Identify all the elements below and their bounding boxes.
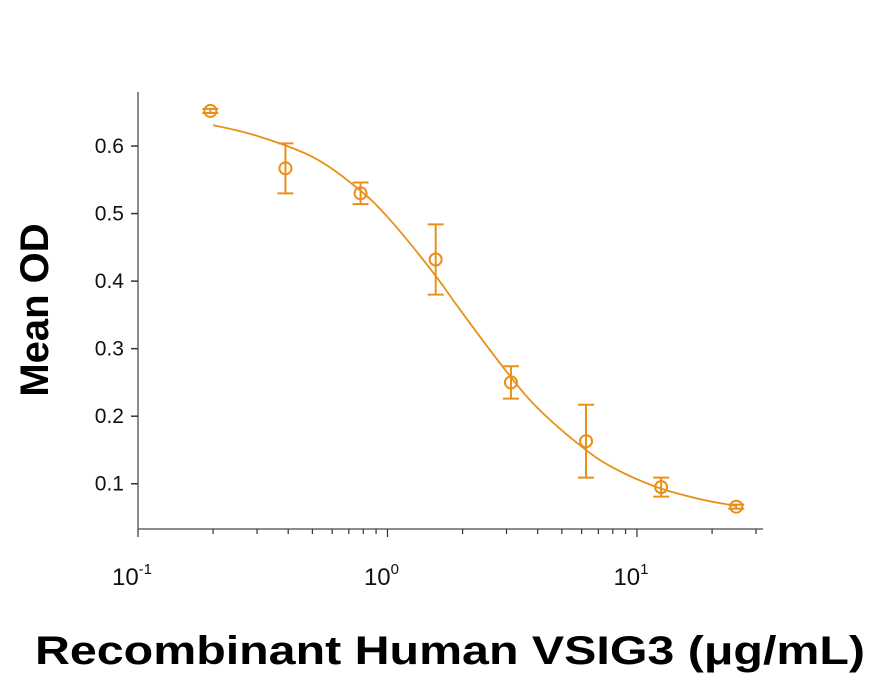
data-point <box>578 403 595 479</box>
point-marker <box>203 103 218 118</box>
y-tick-label: 0.2 <box>95 405 124 428</box>
x-axis-title: Recombinant Human VSIG3 (μg/mL) <box>35 629 865 673</box>
fit-curve <box>212 124 737 507</box>
data-point <box>728 499 745 514</box>
point-marker <box>353 186 368 201</box>
point-marker <box>729 499 744 514</box>
y-tick-label: 0.4 <box>95 270 125 293</box>
y-axis-title: Mean OD <box>13 223 57 396</box>
data-points-group <box>202 103 745 514</box>
data-point <box>427 223 444 296</box>
data-point <box>653 476 670 498</box>
x-tick-label: 101 <box>613 561 648 591</box>
y-tick-label: 0.6 <box>95 135 124 158</box>
axes: 0.10.20.30.40.50.610-1 100 101 <box>95 92 763 591</box>
fit-curve-group <box>212 124 737 507</box>
data-point <box>202 103 219 118</box>
y-tick-label: 0.3 <box>95 338 124 361</box>
point-marker <box>654 480 669 495</box>
point-marker <box>428 252 443 267</box>
x-tick-base: 10 <box>112 564 139 591</box>
x-tick-exponent: 0 <box>391 561 399 578</box>
x-tick-base: 10 <box>364 564 391 591</box>
x-tick-label: 10-1 <box>112 561 152 591</box>
point-marker <box>278 161 293 176</box>
x-tick-exponent: -1 <box>139 561 152 578</box>
data-point <box>502 365 519 400</box>
y-tick-label: 0.1 <box>95 473 124 496</box>
data-point <box>277 142 294 195</box>
data-point <box>352 181 369 206</box>
x-tick-exponent: 1 <box>640 561 648 578</box>
y-tick-label: 0.5 <box>95 203 124 226</box>
x-tick-label: 100 <box>364 561 399 591</box>
x-tick-base: 10 <box>613 564 640 591</box>
point-marker <box>503 375 518 390</box>
point-marker <box>579 434 594 449</box>
